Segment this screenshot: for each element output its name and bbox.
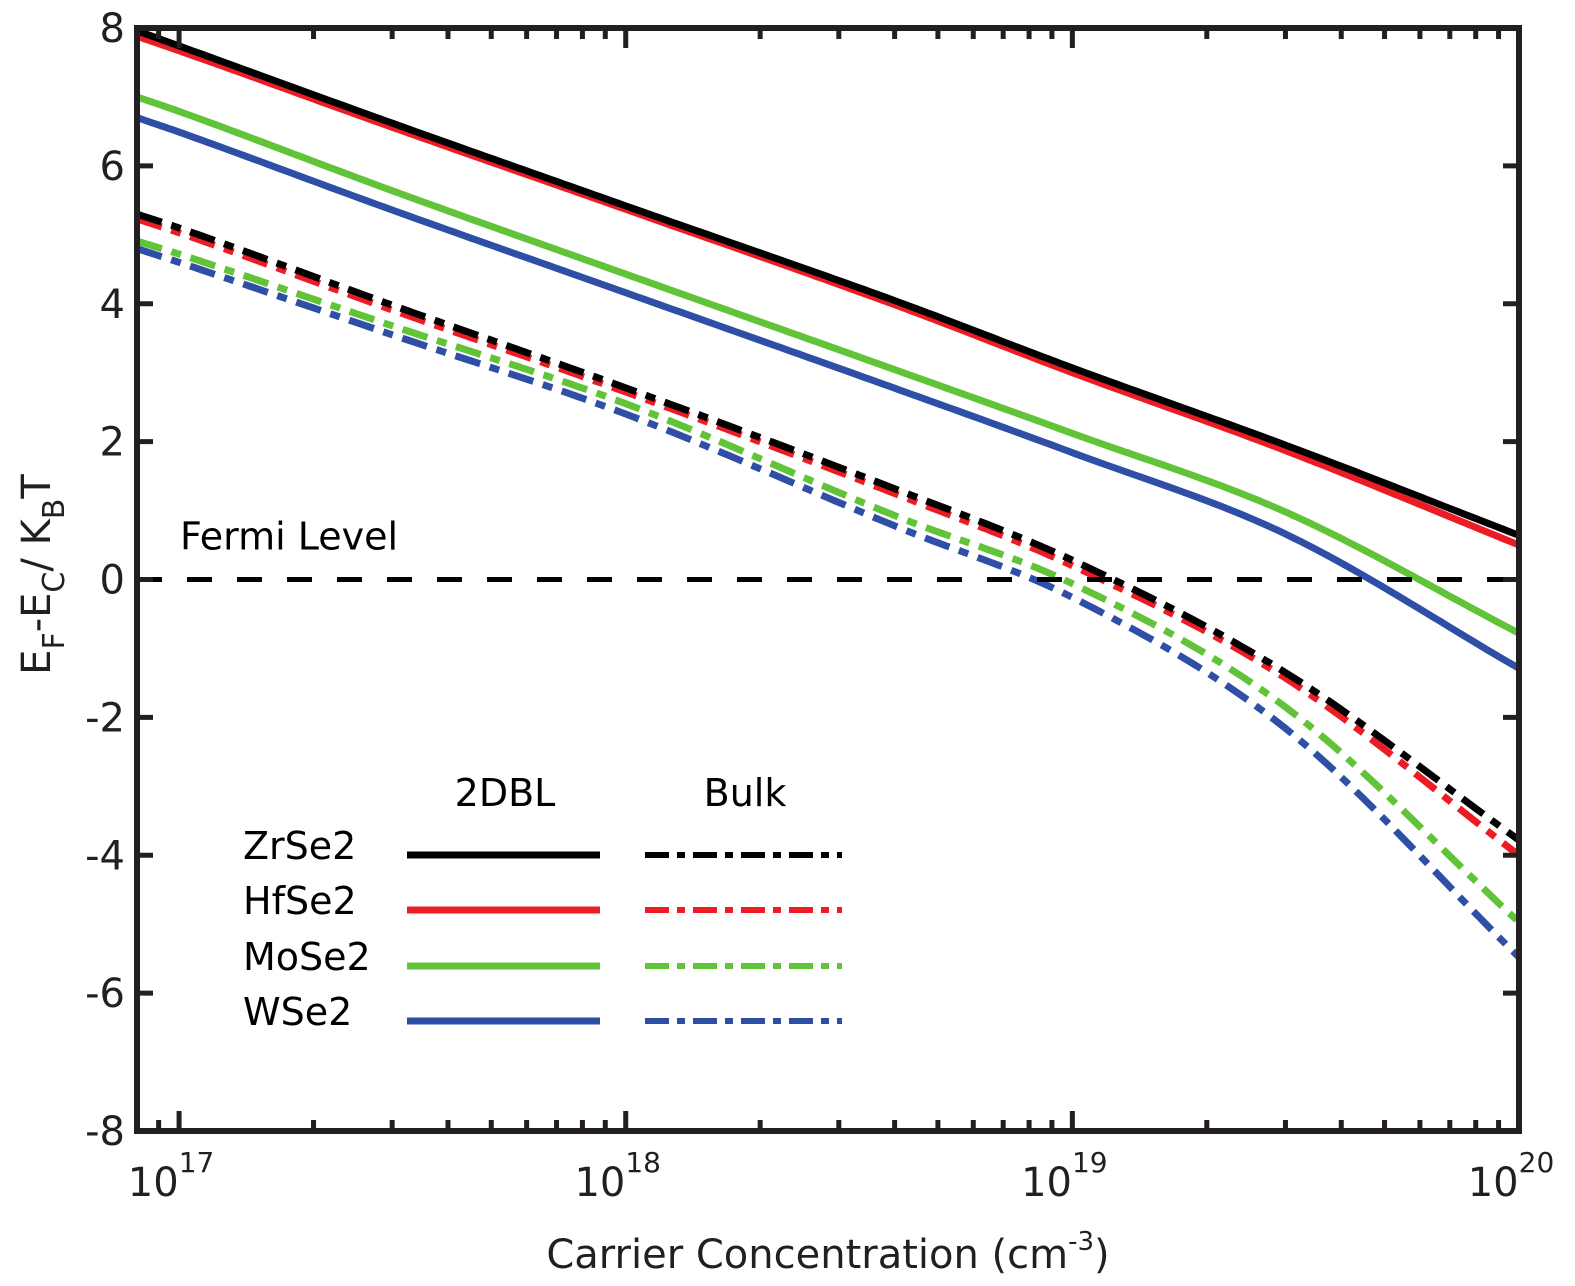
x-tick-label: 1017: [128, 1146, 215, 1206]
y-axis-label-part: / K: [14, 517, 60, 571]
y-axis-label: EF-EC/ KBT: [14, 474, 72, 675]
y-tick-label: -8: [85, 1109, 125, 1155]
series-line-zrse2-2dbl: [135, 27, 1521, 539]
axes-layer: [134, 25, 1522, 1134]
legend-label-hfse2: HfSe2: [243, 879, 357, 923]
y-tick-label: 4: [100, 282, 125, 328]
y-tick-label: 2: [100, 420, 125, 466]
series-layer: [135, 27, 1522, 960]
y-tick-label: 8: [100, 6, 125, 52]
x-axis-label-close: ): [1094, 1232, 1110, 1278]
legend-label-mose2: MoSe2: [243, 935, 371, 979]
y-axis-label-part: B: [37, 499, 72, 520]
legend-label-zrse2: ZrSe2: [243, 824, 356, 868]
series-line-zrse2-bulk: [135, 210, 1522, 843]
y-tick-label: 6: [100, 144, 125, 190]
y-tick-label: -2: [85, 695, 125, 741]
x-axis-label-sup: -3: [1068, 1227, 1094, 1257]
series-line-mose2-2dbl: [135, 93, 1521, 637]
x-tick-label: 1020: [1468, 1146, 1555, 1206]
series-line-wse2-bulk: [135, 245, 1522, 960]
plot-area: Fermi Level 2DBL Bulk ZrSe2 HfSe2 MoSe2 WSe2: [134, 25, 1522, 1134]
x-tick-base: 10: [128, 1160, 179, 1206]
legend: 2DBL Bulk ZrSe2 HfSe2 MoSe2 WSe2: [243, 771, 842, 1034]
x-tick-exponent: 17: [179, 1146, 215, 1179]
x-tick-label: 1019: [1021, 1146, 1108, 1206]
x-tick-exponent: 18: [625, 1146, 661, 1179]
series-line-wse2-2dbl: [135, 114, 1521, 672]
y-axis-label-part: T: [14, 474, 60, 500]
y-axis-label-part: -E: [14, 593, 60, 633]
x-tick-base: 10: [1021, 1160, 1072, 1206]
fermi-level-label: Fermi Level: [180, 515, 398, 559]
y-axis-label-part: E: [14, 650, 60, 675]
y-tick-label: 0: [100, 558, 125, 604]
y-axis-label-part: C: [37, 572, 72, 593]
series-line-hfse2-bulk: [136, 215, 1522, 859]
x-tick-exponent: 20: [1519, 1146, 1555, 1179]
y-tick-label: -4: [85, 833, 125, 879]
x-tick-labels: 1017 1018 1019 1020: [128, 1146, 1554, 1206]
x-tick-base: 10: [574, 1160, 625, 1206]
y-axis-label-part: F: [37, 632, 72, 649]
y-tick-labels: -8 -6 -4 -2 0 2 4 6 8: [85, 6, 125, 1155]
y-tick-label: -6: [85, 971, 125, 1017]
legend-header-bulk: Bulk: [704, 771, 787, 815]
legend-label-wse2: WSe2: [243, 990, 352, 1034]
x-tick-label: 1018: [574, 1146, 661, 1206]
x-axis-label-text: Carrier Concentration (cm: [546, 1232, 1068, 1278]
x-tick-exponent: 19: [1072, 1146, 1108, 1179]
series-line-mose2-bulk: [135, 237, 1522, 925]
x-axis-label: Carrier Concentration (cm-3): [546, 1227, 1109, 1278]
legend-header-2dbl: 2DBL: [455, 771, 556, 815]
x-tick-base: 10: [1468, 1160, 1519, 1206]
